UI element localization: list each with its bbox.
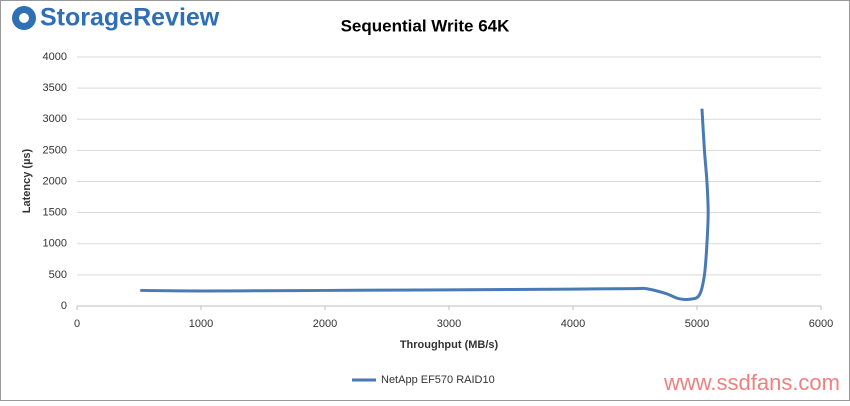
y-tick-label: 1000: [43, 238, 67, 250]
y-tick-label: 2000: [43, 175, 67, 187]
logo-icon-inner: [19, 13, 29, 23]
y-tick-label: 2500: [43, 144, 67, 156]
y-tick-label: 0: [61, 300, 67, 312]
x-tick-label: 2000: [313, 318, 337, 330]
y-tick-label: 1500: [43, 207, 67, 219]
y-tick-label: 3500: [43, 82, 67, 94]
y-tick-label: 4000: [43, 51, 67, 63]
x-tick-label: 1000: [189, 318, 213, 330]
y-tick-label: 3000: [43, 113, 67, 125]
y-tick-label: 500: [49, 269, 67, 281]
y-axis-label: Latency (µs): [21, 148, 33, 213]
chart-title: Sequential Write 64K: [341, 16, 511, 35]
x-tick-label: 3000: [437, 318, 461, 330]
line-series: [140, 108, 710, 301]
x-tick-label: 0: [74, 318, 80, 330]
x-tick-label: 5000: [685, 318, 709, 330]
logo: StorageReview: [40, 4, 220, 32]
x-axis-label: Throughput (MB/s): [400, 339, 499, 351]
x-tick-label: 6000: [809, 318, 833, 330]
watermark: www.ssdfans.com: [663, 370, 840, 395]
x-tick-label: 4000: [561, 318, 585, 330]
legend-label: NetApp EF570 RAID10: [381, 374, 495, 386]
